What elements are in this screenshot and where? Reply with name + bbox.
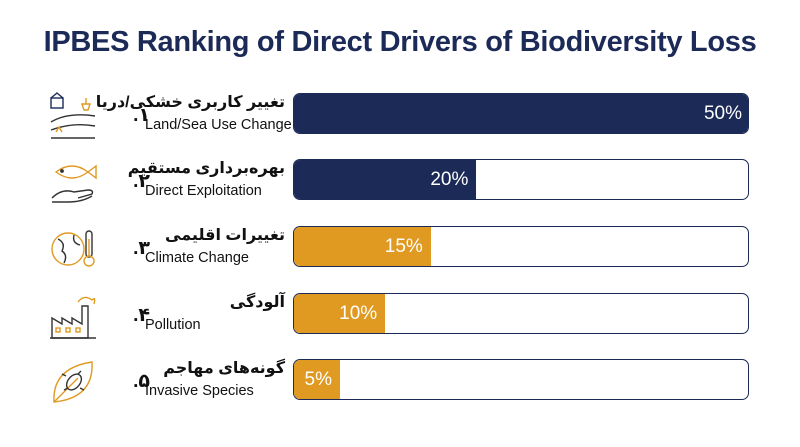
bar: 50%	[294, 94, 748, 133]
category-label-english: Pollution	[145, 317, 201, 333]
land-use-icon	[48, 92, 98, 142]
rank-number: ۵.	[133, 371, 150, 392]
data-label: 50%	[703, 102, 742, 124]
chart-title: IPBES Ranking of Direct Drivers of Biodi…	[43, 26, 757, 58]
data-label: 10%	[339, 302, 378, 324]
globe-thermometer-icon	[48, 225, 98, 275]
factory-icon	[48, 292, 98, 342]
bar-track: 5%	[293, 359, 749, 400]
chart-row: ۳. تغییرات اقلیمی Climate Change 15%	[0, 225, 800, 273]
leaf-bug-icon	[48, 358, 98, 408]
category-label-english: Direct Exploitation	[145, 183, 262, 199]
bar: 15%	[294, 227, 431, 266]
fish-hand-icon	[48, 158, 98, 208]
rank-number: ۲.	[133, 171, 150, 192]
bar: 10%	[294, 294, 386, 333]
bar-track: 50%	[293, 93, 749, 134]
category-label-persian: بهره‌برداری مستقیم	[127, 160, 285, 177]
data-label: 15%	[384, 235, 423, 257]
rank-number: ۴.	[133, 305, 150, 326]
bar: 20%	[294, 160, 477, 199]
bar-track: 10%	[293, 293, 749, 334]
rank-number: ۳.	[133, 238, 150, 259]
category-label-persian: تغییرات اقلیمی	[165, 227, 285, 244]
bar-track: 15%	[293, 226, 749, 267]
rank-number: ۱.	[133, 105, 150, 126]
chart-row: ۲. بهره‌برداری مستقیم Direct Exploitation 2…	[0, 158, 800, 206]
category-label-english: Climate Change	[145, 250, 249, 266]
chart-row: ۵. گونه‌های مهاجم Invasive Species 5%	[0, 358, 800, 406]
chart-row: ۱. تغییر کاربری خشکی/دریا Land/Sea Use Cha…	[0, 92, 800, 140]
chart-row: ۴. آلودگی Pollution 10%	[0, 292, 800, 340]
data-label: 20%	[430, 168, 469, 190]
category-label-english: Land/Sea Use Change	[145, 117, 292, 133]
category-label-persian: تغییر کاربری خشکی/دریا	[95, 94, 285, 111]
bar-track: 20%	[293, 159, 749, 200]
category-label-english: Invasive Species	[145, 383, 254, 399]
category-label-persian: گونه‌های مهاجم	[163, 360, 285, 377]
data-label: 5%	[304, 368, 332, 390]
category-label-persian: آلودگی	[229, 294, 285, 311]
bar: 5%	[294, 360, 340, 399]
